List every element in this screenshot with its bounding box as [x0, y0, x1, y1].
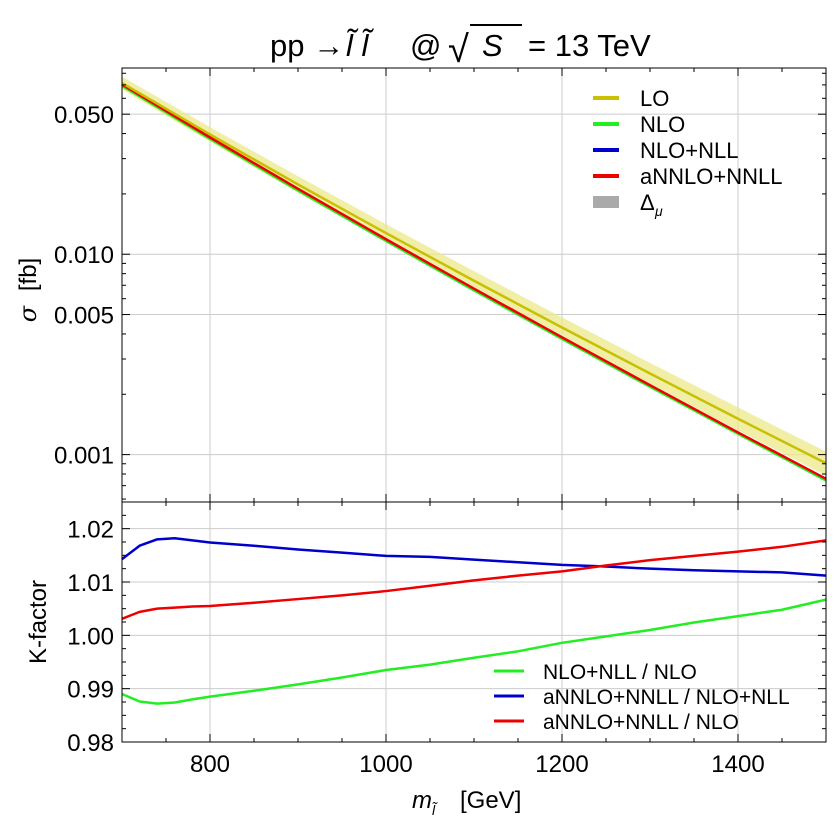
- chart-title: pp → l̃ l̃ @ √ S = 13 TeV: [270, 24, 651, 71]
- x-tick-label-1: 1000: [359, 751, 412, 778]
- sigma-unit: [fb]: [15, 258, 42, 291]
- mass-subscript: l̃: [432, 802, 438, 818]
- x-tick-label-2: 1200: [535, 751, 588, 778]
- upper-y-axis-label: σ [fb]: [14, 258, 42, 322]
- mass-symbol: m: [412, 787, 432, 814]
- x-tick-labels: 800 1000 1200 1400: [190, 751, 765, 778]
- legend-swatch-band: [593, 196, 619, 208]
- title-at: @: [410, 28, 441, 63]
- svg-text:σ [fb]: σ [fb]: [14, 258, 42, 322]
- mass-unit: [GeV]: [460, 787, 521, 814]
- legend-label-0: LO: [640, 86, 669, 111]
- upper-y-tick-label-3: 0.001: [54, 443, 114, 470]
- lower-y-tick-label-3: 1.01: [67, 570, 114, 597]
- lower-y-tick-label-1: 0.99: [67, 677, 114, 704]
- upper-y-tick-label-0: 0.050: [54, 102, 114, 129]
- lower-y-tick-labels: 0.98 0.99 1.00 1.01 1.02: [67, 517, 114, 757]
- ratio-line-2: [121, 539, 827, 620]
- lo-uncertainty-band: [122, 76, 826, 476]
- x-tick-label-3: 1400: [711, 751, 764, 778]
- series-line-lo: [121, 81, 827, 465]
- upper-ticks: [121, 68, 827, 502]
- lower-y-tick-label-2: 1.00: [67, 623, 114, 650]
- upper-series-lines: [121, 81, 827, 482]
- lower-legend-label-2: aNNLO+NNLL / NLO: [543, 711, 739, 734]
- legend-label-mu-subscript: μ: [654, 203, 663, 219]
- legend-label-delta-mu: Δ: [640, 190, 655, 215]
- lower-frame: [121, 501, 827, 743]
- ratio-line-1: [121, 537, 827, 577]
- lo-band-area: [122, 76, 826, 476]
- upper-y-tick-label-1: 0.010: [54, 242, 114, 269]
- lower-legend-label-1: aNNLO+NNLL / NLO+NLL: [543, 686, 790, 709]
- lower-legend-label-0: NLO+NLL / NLO: [543, 661, 697, 684]
- title-process: pp →: [270, 28, 344, 63]
- x-axis-label: m l̃ [GeV]: [412, 787, 521, 818]
- title-particles: l̃ l̃: [346, 27, 374, 63]
- legend-label-2: NLO+NLL: [640, 138, 738, 163]
- lower-series-lines: [121, 537, 827, 705]
- title-sqrt-var: S: [482, 28, 503, 63]
- x-tick-label-0: 800: [190, 751, 230, 778]
- series-line-nlo: [121, 84, 827, 482]
- k-factor-axis-label: K-factor: [25, 580, 52, 664]
- upper-y-tick-labels: 0.050 0.010 0.005 0.001: [54, 102, 114, 469]
- series-line-annlo-nnll: [121, 83, 827, 480]
- upper-panel: 0.050 0.010 0.005 0.001 σ [fb] LONLONLO+NLL…: [14, 67, 827, 503]
- legend-label-1: NLO: [640, 112, 685, 137]
- ratio-line-0: [121, 598, 827, 705]
- upper-y-tick-label-2: 0.005: [54, 303, 114, 330]
- legend-label-3: aNNLO+NNLL: [640, 164, 782, 189]
- lower-y-tick-label-0: 0.98: [67, 730, 114, 757]
- title-sqrt-symbol: √: [448, 29, 469, 71]
- lower-panel: 0.98 0.99 1.00 1.01 1.02 800 1000 1200 1400 K-f…: [25, 501, 827, 818]
- sigma-symbol: σ: [14, 305, 42, 322]
- lower-y-tick-label-4: 1.02: [67, 517, 114, 544]
- title-energy: = 13 TeV: [528, 28, 651, 63]
